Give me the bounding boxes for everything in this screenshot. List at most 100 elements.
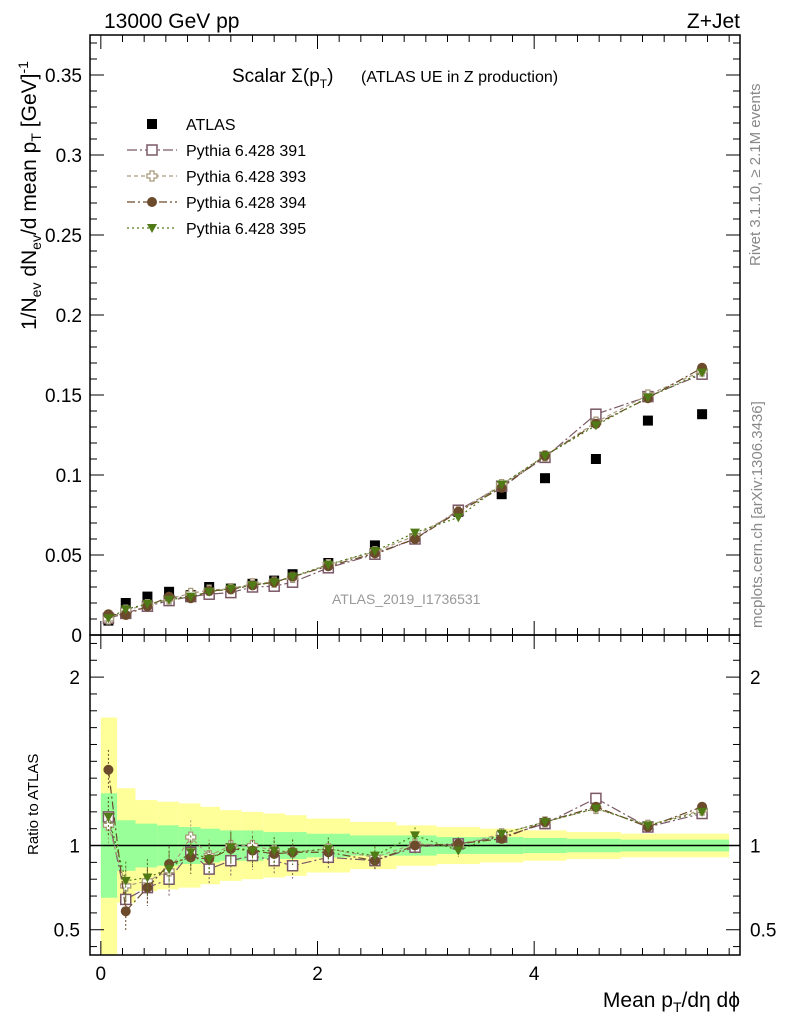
ratio-point-4-1 [120,876,131,886]
ratio-point-4-15 [540,817,550,827]
ratio-point-4-5 [204,855,215,864]
ratio-point-4-7 [247,846,258,856]
ylabel-part-6: [GeV] [18,74,41,134]
legend-label-3: Pythia 6.428 394 [186,195,306,212]
ylabel-part-3: ev [28,235,44,250]
y-tick-label: 0.15 [45,386,82,407]
ratio-point-4-2 [142,873,153,883]
data-point-4-12 [410,528,420,538]
ratio-y-tick-label: 2 [69,668,80,689]
data-point-0-2 [142,591,153,602]
ratio-y-tick-label: 0.5 [54,921,80,942]
data-point-4-17 [642,393,653,403]
data-point-4-10 [323,560,334,570]
data-point-4-5 [204,587,215,597]
chart-title-main: Scalar Σ(p [232,66,320,87]
legend-label-1: Pythia 6.428 391 [186,143,306,160]
rivet-label: Rivet 3.1.10, ≥ 2.1M events [747,84,764,267]
ratio-point-4-10 [323,844,334,854]
data-point-4-0 [103,614,114,624]
ratio-point-3-14 [496,833,507,844]
ratio-point-4-16 [590,804,601,814]
ratio-point-4-0 [103,812,114,822]
x-tick-label: 2 [312,964,323,985]
series-line-2 [108,370,703,620]
ratio-point-4-12 [410,831,420,841]
chart-title-extra: (ATLAS UE in Z production) [361,69,558,86]
x-axis-label: Mean pT/dη dϕ [603,989,740,1015]
ratio-point-4-8 [269,846,280,856]
ratio-point-4-18 [697,807,708,817]
data-point-4-9 [287,572,298,582]
data-point-4-7 [247,581,258,591]
data-point-4-4 [185,592,196,602]
data-point-4-1 [120,605,131,615]
data-point-4-2 [142,599,153,609]
y-tick-label: 0.1 [56,466,82,487]
ylabel-part-1: ev [28,283,44,298]
y-axis-label: 1/Nev dNev/d mean pT [GeV]-1 [15,61,44,330]
data-point-0-11 [369,540,380,551]
ratio-point-4-6 [225,843,236,853]
ratio-point-4-14 [496,829,507,839]
ratio-y-tick-label: 1 [69,837,80,858]
data-point-3-1 [120,610,131,620]
x-tick-label: 4 [529,964,540,985]
chart-title-sub: T [320,77,328,91]
series-line-1 [108,373,703,619]
analysis-watermark: ATLAS_2019_I1736531 [332,591,481,607]
y-tick-label: 0.2 [56,306,82,327]
mcplots-label: mcplots.cern.ch [arXiv:1306.3436] [749,401,766,628]
data-point-4-6 [225,584,236,594]
data-point-3-12 [410,534,420,544]
xlabel-part-1: T [673,999,682,1015]
data-point-0-14 [496,489,507,500]
ratio-point-3-11 [369,855,380,866]
ylabel-part-4: /d mean p [18,142,41,235]
data-point-4-3 [164,595,175,605]
legend-marker-4 [147,224,157,233]
ratio-y-tick-label-right: 0.5 [750,921,776,942]
ratio-frame [89,634,741,956]
ratio-point-3-13 [453,838,464,849]
ylabel-part-5: T [28,133,44,142]
ratio-point-4-3 [164,865,175,875]
header-right: Z+Jet [687,10,740,33]
data-point-4-11 [369,547,380,556]
chart-title: Scalar Σ(pT) [232,66,333,91]
legend-marker-3 [147,197,157,207]
ylabel-part-0: 1/N [18,297,41,330]
ratio-point-4-4 [185,848,196,858]
series-line-4 [108,372,703,619]
ratio-point-4-13 [453,846,464,856]
ratio-point-1-9 [286,859,299,872]
header-left: 13000 GeV pp [104,10,239,33]
legend-label-4: Pythia 6.428 395 [186,221,306,238]
data-point-0-18 [697,409,708,420]
ratio-point-4-17 [642,821,653,831]
data-point-0-15 [540,473,550,484]
legend-label-2: Pythia 6.428 393 [186,169,306,186]
ratio-point-3-1 [120,906,131,917]
y-tick-label: 0.05 [45,546,82,567]
ratio-point-4-9 [287,848,298,858]
y-tick-label: 0.35 [45,66,82,87]
y-tick-label: 0 [71,626,82,647]
chart-title-close: ) [327,66,333,87]
data-point-4-15 [540,451,550,461]
legend-marker-1 [146,144,158,156]
ratio-point-4-11 [369,851,380,861]
ratio-plot: 0.5 0.5 1 1 2 2 [54,634,776,956]
ratio-y-axis-label: Ratio to ATLAS [25,754,42,855]
data-point-0-1 [120,598,131,608]
legend-marker-2 [146,170,158,182]
ratio-point-3-12 [410,840,420,851]
series-line-3 [108,367,703,616]
data-point-4-18 [697,368,708,378]
data-point-4-13 [453,513,464,523]
y-tick-label: 0.25 [45,226,82,247]
main-plot: 0 0.05 0.1 0.15 0.2 0.25 0.3 0.35 [45,34,741,647]
data-point-0-16 [590,454,601,464]
ylabel-part-7: -1 [15,61,31,74]
